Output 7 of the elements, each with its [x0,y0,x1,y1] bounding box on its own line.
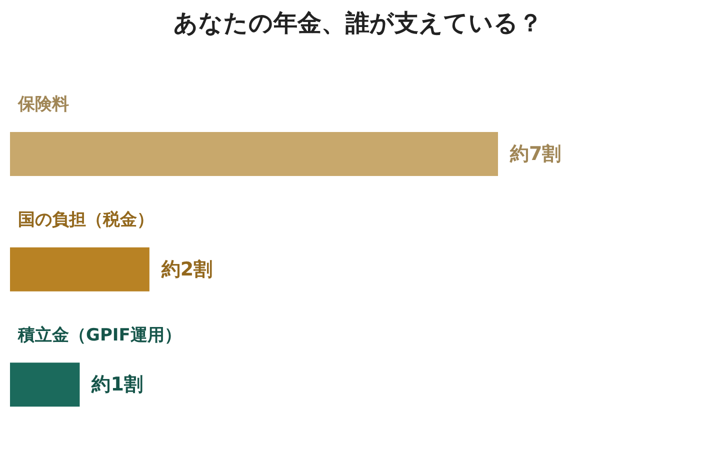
y-tick-label: 国の負担（税金） [18,210,154,230]
y-tick-label: 積立金（GPIF運用） [17,325,182,346]
chart-title: あなたの年金、誰が支えている？ [172,8,544,39]
data-label: 約1割 [90,374,143,396]
y-tick-label: 保険料 [17,94,69,115]
data-label: 約2割 [160,258,213,280]
data-label: 約7割 [509,143,562,165]
